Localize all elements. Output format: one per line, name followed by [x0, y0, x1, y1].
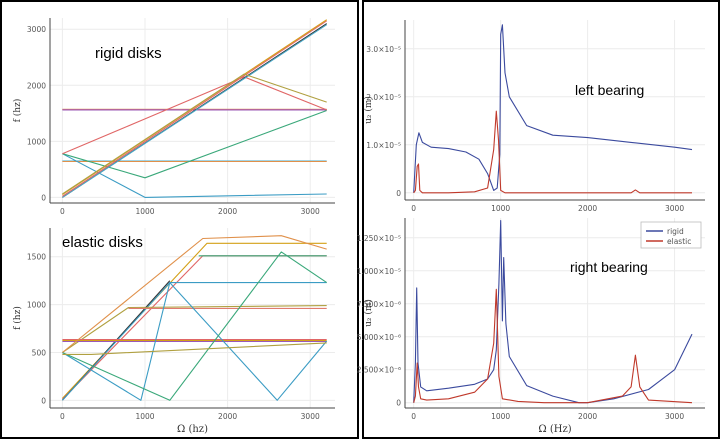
chart-annotation: left bearing [575, 82, 644, 98]
series-line-1 [62, 255, 327, 400]
series-line-5 [62, 305, 327, 353]
x-tick-label: 1000 [135, 207, 154, 216]
x-tick-label: 0 [60, 207, 65, 216]
series-line-1 [413, 288, 693, 404]
x-tick-label: 0 [411, 204, 416, 213]
x-tick-label: 3000 [665, 412, 684, 421]
series-line-7 [62, 76, 327, 155]
y-tick-label: 3000 [27, 25, 46, 34]
series-line-5 [62, 153, 327, 198]
legend-box [640, 221, 702, 249]
y-tick-label: 3.0×10⁻⁵ [366, 45, 401, 54]
x-tick-label: 2000 [218, 207, 237, 216]
chart-0: 0 1000 2000 3000 0 1000 2000 3000 f (hz) rigid di… [12, 18, 335, 216]
x-axis-label: Ω (hz) [177, 424, 208, 435]
series-line-1 [413, 110, 692, 194]
y-tick-label: 0 [396, 189, 401, 198]
y-tick-label: 0 [41, 193, 46, 202]
y-tick-label: 2.500×10⁻⁶ [357, 366, 401, 375]
series-line-9 [62, 24, 328, 198]
x-tick-label: 2000 [218, 412, 237, 421]
x-tick-label: 2000 [578, 412, 597, 421]
chart-annotation: elastic disks [62, 234, 143, 251]
right-panel [362, 0, 720, 439]
x-tick-label: 3000 [301, 412, 320, 421]
y-tick-label: 0 [396, 399, 401, 408]
y-tick-label: 7.500×10⁻⁶ [357, 300, 401, 309]
series-line-10 [62, 20, 328, 197]
chart-2: 0 1000 2000 3000 0 1.0×10⁻⁵ 2.0×10⁻⁵ 3.0×10⁻⁵ u₂… [363, 20, 705, 213]
series-line-6 [62, 109, 327, 179]
left-panel [0, 0, 359, 439]
series-line-12 [62, 73, 327, 195]
series-line-11 [62, 251, 328, 401]
x-tick-label: 1000 [135, 412, 154, 421]
x-tick-label: 0 [60, 412, 65, 421]
x-tick-label: 3000 [301, 207, 320, 216]
x-tick-label: 3000 [665, 204, 684, 213]
x-tick-label: 1000 [491, 204, 510, 213]
y-tick-label: 0 [41, 396, 46, 405]
series-line-13 [62, 342, 327, 355]
y-axis-label: f (hz) [12, 99, 23, 123]
y-tick-label: 1.250×10⁻⁵ [357, 234, 401, 243]
chart-3: 0 1000 2000 3000 0 2.500×10⁻⁶ 5.000×10⁻⁶ 7.500×… [357, 218, 705, 435]
y-axis-label: u₂ (m) [363, 96, 374, 124]
y-tick-label: 500 [32, 348, 47, 357]
chart-1: 0 1000 2000 3000 0 500 1000 1500 f (hz) Ω (hz) ela… [12, 228, 335, 435]
x-tick-label: 2000 [578, 204, 597, 213]
chart-annotation: rigid disks [95, 45, 162, 62]
chart-annotation: right bearing [570, 259, 648, 275]
y-tick-label: 2000 [27, 81, 46, 90]
y-axis-label: u₂ (m) [363, 299, 374, 327]
x-tick-label: 1000 [491, 412, 510, 421]
y-tick-label: 2.0×10⁻⁵ [366, 93, 401, 102]
y-tick-label: 5.000×10⁻⁶ [357, 333, 401, 342]
y-tick-label: 1.0×10⁻⁵ [366, 141, 401, 150]
series-line-0 [413, 24, 693, 193]
legend-label: elastic [667, 237, 691, 246]
x-axis-label: Ω (Hz) [538, 424, 571, 435]
y-tick-label: 1000 [27, 137, 46, 146]
series-line-12 [62, 235, 327, 353]
y-axis-label: f (hz) [12, 306, 23, 330]
y-tick-label: 1500 [27, 253, 46, 262]
legend-label: rigid [667, 227, 684, 236]
y-tick-label: 1000 [27, 301, 46, 310]
x-tick-label: 0 [411, 412, 416, 421]
series-line-10 [62, 282, 328, 401]
y-tick-label: 1.000×10⁻⁵ [357, 267, 401, 276]
